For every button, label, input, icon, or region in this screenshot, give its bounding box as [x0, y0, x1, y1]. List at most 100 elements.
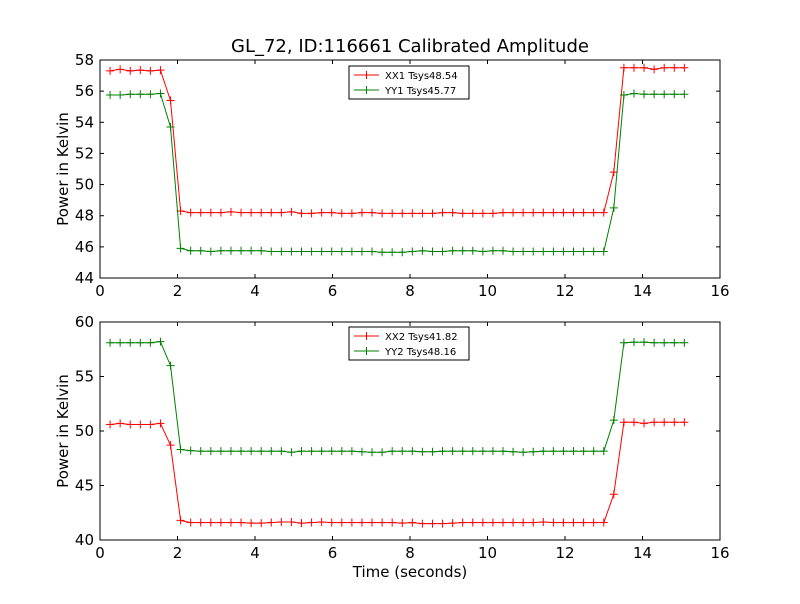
- data-point: [166, 361, 175, 370]
- y-tick-label: 48: [75, 207, 94, 225]
- data-point: [327, 247, 336, 256]
- data-point: [186, 246, 195, 255]
- data-point: [569, 208, 578, 217]
- data-point: [378, 248, 387, 257]
- data-point: [680, 90, 689, 99]
- data-point: [398, 209, 407, 218]
- y-tick-label: 50: [75, 176, 94, 194]
- data-point: [206, 208, 215, 217]
- data-point: [277, 447, 286, 456]
- y-tick-label: 46: [75, 238, 94, 256]
- data-point: [297, 447, 306, 456]
- data-point: [468, 209, 477, 218]
- data-point: [277, 518, 286, 527]
- data-point: [428, 447, 437, 456]
- data-point: [589, 447, 598, 456]
- data-point: [529, 247, 538, 256]
- data-point: [247, 208, 256, 217]
- data-point: [357, 208, 366, 217]
- x-axis-label: Time (seconds): [352, 563, 468, 581]
- data-point: [347, 247, 356, 256]
- data-point: [287, 247, 296, 256]
- x-tick-label: 14: [633, 544, 652, 562]
- x-tick-label: 16: [710, 282, 729, 300]
- x-tick-label: 10: [478, 282, 497, 300]
- x-tick-label: 10: [478, 544, 497, 562]
- data-point: [579, 518, 588, 527]
- data-point: [619, 418, 628, 427]
- x-tick-label: 6: [328, 282, 338, 300]
- data-point: [670, 63, 679, 72]
- legend-box: [348, 326, 470, 361]
- x-tick-label: 6: [328, 544, 338, 562]
- data-point: [206, 247, 215, 256]
- data-point: [488, 518, 497, 527]
- data-point: [458, 209, 467, 218]
- data-point: [247, 447, 256, 456]
- data-point: [277, 208, 286, 217]
- data-point: [106, 66, 115, 75]
- data-point: [579, 447, 588, 456]
- data-point: [126, 420, 135, 429]
- data-point: [438, 519, 447, 528]
- data-point: [388, 209, 397, 218]
- data-point: [237, 447, 246, 456]
- data-point: [478, 247, 487, 256]
- data-point: [106, 420, 115, 429]
- data-point: [267, 247, 276, 256]
- data-point: [388, 447, 397, 456]
- y-axis-label: Power in Kelvin: [54, 374, 72, 488]
- data-point: [539, 518, 548, 527]
- data-point: [216, 246, 225, 255]
- data-point: [277, 247, 286, 256]
- y-tick-label: 40: [75, 531, 94, 549]
- data-point: [317, 247, 326, 256]
- legend-box: [348, 65, 470, 100]
- data-point: [237, 518, 246, 527]
- data-point: [549, 208, 558, 217]
- data-point: [559, 447, 568, 456]
- data-point: [650, 418, 659, 427]
- data-point: [529, 518, 538, 527]
- data-point: [408, 209, 417, 218]
- data-point: [176, 244, 185, 253]
- data-point: [267, 447, 276, 456]
- data-point: [398, 447, 407, 456]
- data-point: [519, 448, 528, 457]
- data-point: [126, 66, 135, 75]
- data-point: [448, 447, 457, 456]
- data-point: [368, 448, 377, 457]
- data-point: [126, 338, 135, 347]
- data-point: [549, 447, 558, 456]
- data-point: [297, 247, 306, 256]
- legend-marker: [362, 347, 371, 355]
- data-point: [619, 338, 628, 347]
- data-point: [569, 518, 578, 527]
- data-point: [156, 337, 165, 346]
- data-point: [458, 447, 467, 456]
- y-tick-label: 52: [75, 144, 94, 162]
- data-point: [327, 447, 336, 456]
- data-point: [640, 90, 649, 99]
- data-point: [640, 63, 649, 72]
- x-tick-label: 4: [250, 544, 260, 562]
- data-point: [650, 338, 659, 347]
- data-point: [428, 209, 437, 218]
- data-point: [509, 208, 518, 217]
- data-point: [488, 246, 497, 255]
- data-point: [640, 419, 649, 428]
- x-tick-label: 2: [173, 282, 183, 300]
- data-point: [368, 208, 377, 217]
- data-point: [136, 338, 145, 347]
- data-point: [106, 338, 115, 347]
- y-tick-label: 58: [75, 51, 94, 69]
- data-point: [186, 208, 195, 217]
- x-tick-label: 2: [173, 544, 183, 562]
- data-point: [499, 246, 507, 255]
- data-point: [619, 63, 628, 72]
- data-point: [337, 447, 346, 456]
- x-tick-label: 16: [710, 544, 729, 562]
- data-point: [116, 419, 125, 428]
- data-point: [307, 447, 316, 456]
- data-point: [509, 447, 518, 456]
